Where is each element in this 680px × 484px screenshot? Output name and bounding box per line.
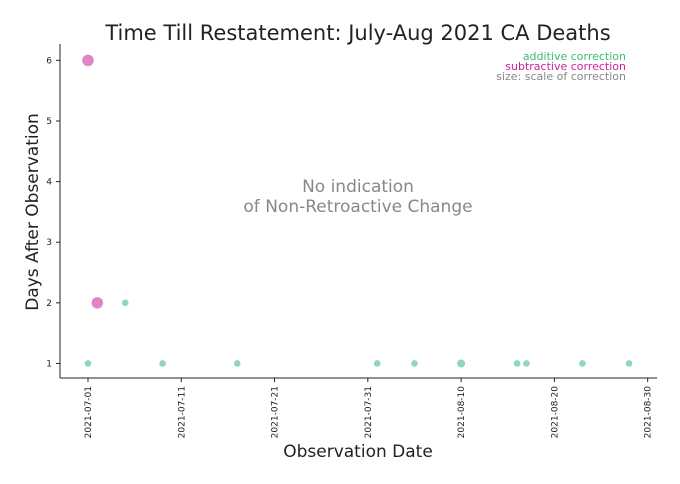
x-axis-title: Observation Date (283, 442, 433, 462)
y-tick-label: 3 (46, 238, 52, 248)
data-points (82, 54, 633, 368)
chart-title: Time Till Restatement: July-Aug 2021 CA … (104, 21, 610, 45)
additive-correction-point (625, 360, 633, 367)
x-tick-label: 2021-07-11 (177, 386, 187, 438)
x-axis-ticks: 2021-07-01 2021-07-11 2021-07-21 2021-07-31… (84, 378, 654, 438)
legend: additive correction subtractive correcti… (496, 50, 626, 83)
additive-correction-point (411, 360, 418, 367)
y-tick-label: 5 (46, 117, 52, 127)
x-tick-label: 2021-08-30 (644, 386, 654, 439)
annotation-line-2: of Non-Retroactive Change (243, 197, 472, 217)
y-tick-label: 4 (46, 178, 52, 188)
legend-entry-subtractive: subtractive correction (505, 60, 626, 73)
additive-correction-point (513, 360, 521, 367)
x-tick-label: 2021-07-31 (364, 386, 374, 438)
annotation-line-1: No indication (302, 177, 414, 197)
y-axis-title: Days After Observation (23, 113, 43, 311)
additive-correction-point (121, 299, 129, 307)
subtractive-correction-point (82, 54, 94, 67)
additive-correction-point (159, 360, 166, 367)
legend-entry-additive: additive correction (523, 50, 626, 63)
additive-correction-point (373, 360, 381, 367)
y-axis-ticks: 1 2 3 4 5 6 (46, 56, 60, 369)
additive-correction-point (233, 360, 241, 367)
additive-correction-point (457, 359, 466, 368)
additive-correction-point (523, 360, 530, 367)
subtractive-correction-point (91, 297, 104, 309)
y-tick-label: 6 (46, 56, 52, 66)
additive-correction-point (579, 360, 586, 367)
x-tick-label: 2021-07-21 (271, 386, 281, 438)
x-tick-label: 2021-07-01 (84, 386, 94, 438)
legend-entry-size: size: scale of correction (496, 70, 626, 83)
x-tick-label: 2021-08-20 (550, 386, 560, 439)
additive-correction-point (84, 360, 92, 367)
x-tick-label: 2021-08-10 (457, 386, 467, 439)
y-tick-label: 2 (46, 299, 52, 309)
y-tick-label: 1 (46, 359, 52, 369)
